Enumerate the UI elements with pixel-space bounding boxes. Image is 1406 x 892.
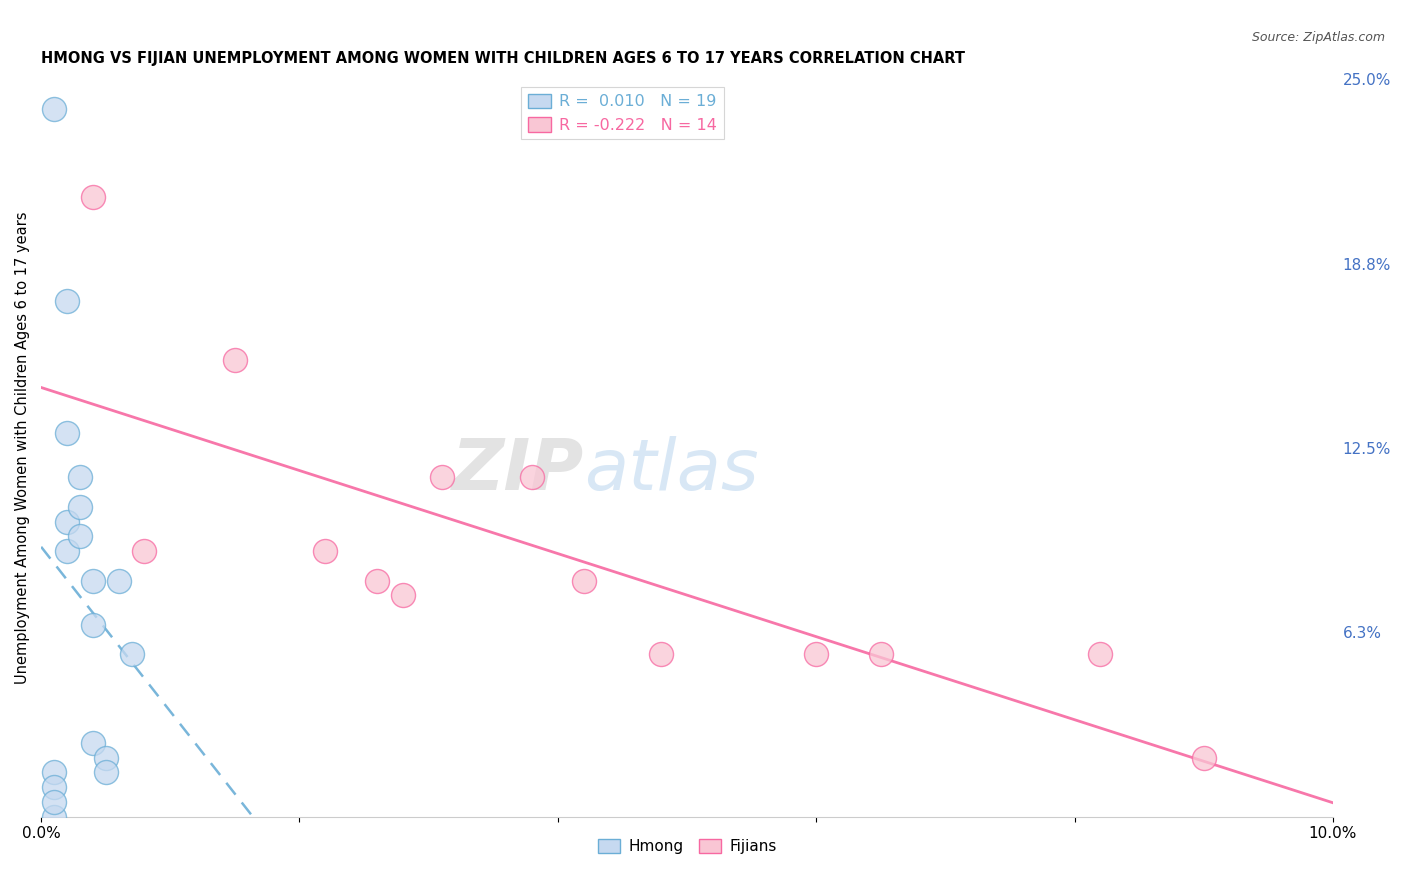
Point (94, 750, 117, 764)
Point (572, 574, 595, 588)
Point (366, 574, 388, 588)
Point (224, 352, 246, 367)
Point (42, 795, 65, 809)
Point (82, 618, 104, 632)
Point (69, 529, 91, 543)
Point (1090, 648, 1112, 662)
Point (650, 648, 672, 662)
Point (1192, 750, 1215, 764)
Point (314, 544, 336, 558)
Point (107, 574, 129, 588)
Point (806, 648, 828, 662)
Point (82, 574, 104, 588)
Point (69, 500, 91, 514)
Point (94, 765, 117, 780)
Point (121, 648, 143, 662)
Point (42, 780, 65, 794)
Point (82, 190, 104, 204)
Point (430, 470, 453, 484)
Text: atlas: atlas (583, 435, 758, 505)
Text: Source: ZipAtlas.com: Source: ZipAtlas.com (1251, 31, 1385, 45)
Point (56, 515, 79, 529)
Point (42, 102, 65, 116)
Point (82, 736, 104, 750)
Point (134, 544, 156, 558)
Point (56, 426, 79, 441)
Point (56, 544, 79, 558)
Point (520, 470, 543, 484)
Point (42, 765, 65, 780)
Point (69, 470, 91, 484)
Text: ZIP: ZIP (451, 435, 583, 505)
Point (56, 293, 79, 308)
Legend: R =  0.010   N = 19, R = -0.222   N = 14: R = 0.010 N = 19, R = -0.222 N = 14 (522, 87, 724, 139)
Text: HMONG VS FIJIAN UNEMPLOYMENT AMONG WOMEN WITH CHILDREN AGES 6 TO 17 YEARS CORREL: HMONG VS FIJIAN UNEMPLOYMENT AMONG WOMEN… (41, 51, 965, 66)
Point (42, 809, 65, 823)
Y-axis label: Unemployment Among Women with Children Ages 6 to 17 years: Unemployment Among Women with Children A… (15, 211, 30, 684)
Point (391, 589, 413, 603)
Point (869, 648, 891, 662)
